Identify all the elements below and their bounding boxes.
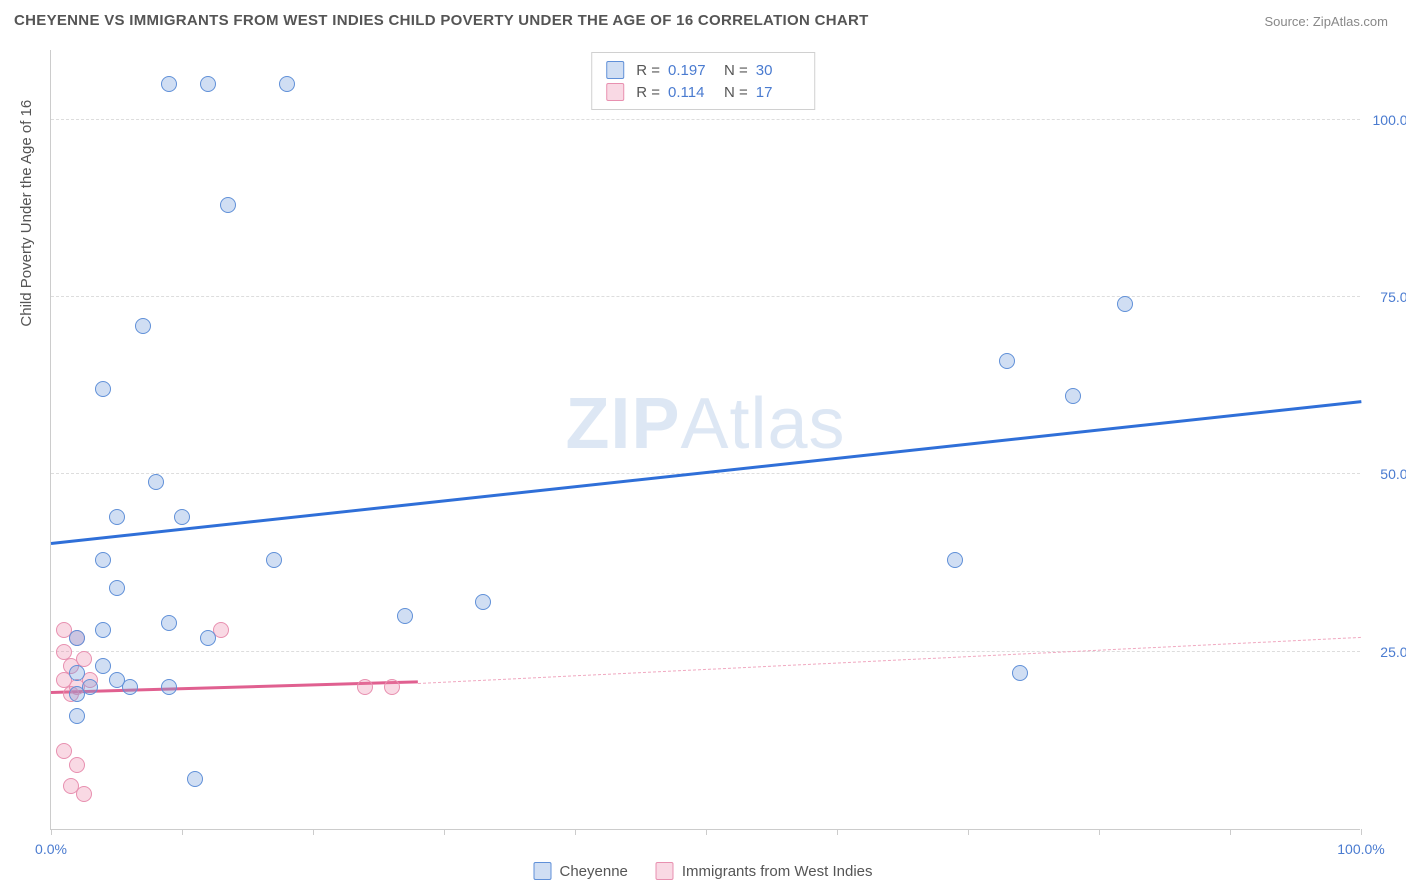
data-point	[1117, 296, 1133, 312]
chart-title: CHEYENNE VS IMMIGRANTS FROM WEST INDIES …	[14, 12, 869, 29]
data-point	[947, 552, 963, 568]
x-tick	[444, 829, 445, 835]
watermark-zip: ZIP	[565, 384, 680, 464]
gridline	[51, 119, 1360, 120]
x-tick	[1230, 829, 1231, 835]
x-tick	[968, 829, 969, 835]
correlation-legend: R = 0.197 N = 30 R = 0.114 N = 17	[591, 52, 815, 110]
correlation-row-blue: R = 0.197 N = 30	[606, 59, 800, 81]
correlation-row-pink: R = 0.114 N = 17	[606, 81, 800, 103]
data-point	[161, 679, 177, 695]
data-point	[76, 786, 92, 802]
data-point	[200, 630, 216, 646]
source-prefix: Source:	[1264, 14, 1312, 29]
n-label: N =	[724, 62, 748, 79]
x-tick	[182, 829, 183, 835]
legend-label-blue: Cheyenne	[560, 863, 628, 880]
data-point	[279, 76, 295, 92]
x-tick-label: 0.0%	[35, 841, 67, 857]
data-point	[397, 608, 413, 624]
n-value-pink: 17	[756, 84, 800, 101]
data-point	[135, 318, 151, 334]
y-tick-label: 100.0%	[1373, 112, 1406, 128]
x-tick	[706, 829, 707, 835]
data-point	[200, 76, 216, 92]
trend-line	[418, 637, 1361, 684]
plot-area: ZIPAtlas 25.0%50.0%75.0%100.0%0.0%100.0%	[50, 50, 1360, 830]
data-point	[357, 679, 373, 695]
data-point	[109, 580, 125, 596]
legend-item-blue: Cheyenne	[534, 862, 628, 880]
series-legend: Cheyenne Immigrants from West Indies	[534, 862, 873, 880]
y-tick-label: 75.0%	[1380, 289, 1406, 305]
x-tick	[1099, 829, 1100, 835]
swatch-pink-icon	[606, 83, 624, 101]
y-tick-label: 25.0%	[1380, 644, 1406, 660]
data-point	[384, 679, 400, 695]
gridline	[51, 296, 1360, 297]
data-point	[266, 552, 282, 568]
data-point	[1012, 665, 1028, 681]
y-tick-label: 50.0%	[1380, 466, 1406, 482]
r-value-blue: 0.197	[668, 62, 712, 79]
data-point	[109, 509, 125, 525]
data-point	[69, 665, 85, 681]
data-point	[95, 622, 111, 638]
swatch-blue-icon	[606, 61, 624, 79]
x-tick	[575, 829, 576, 835]
source-link[interactable]: ZipAtlas.com	[1313, 14, 1388, 29]
swatch-blue-icon	[534, 862, 552, 880]
data-point	[220, 197, 236, 213]
data-point	[69, 757, 85, 773]
r-label: R =	[636, 62, 660, 79]
data-point	[148, 474, 164, 490]
x-tick	[1361, 829, 1362, 835]
chart-container: CHEYENNE VS IMMIGRANTS FROM WEST INDIES …	[0, 0, 1406, 892]
source-attribution: Source: ZipAtlas.com	[1264, 14, 1388, 29]
data-point	[95, 381, 111, 397]
r-label: R =	[636, 84, 660, 101]
data-point	[161, 615, 177, 631]
watermark: ZIPAtlas	[565, 383, 845, 465]
watermark-atlas: Atlas	[680, 384, 845, 464]
data-point	[95, 658, 111, 674]
data-point	[56, 743, 72, 759]
x-tick-label: 100.0%	[1337, 841, 1384, 857]
x-tick	[51, 829, 52, 835]
data-point	[109, 672, 125, 688]
x-tick	[313, 829, 314, 835]
data-point	[1065, 388, 1081, 404]
legend-label-pink: Immigrants from West Indies	[682, 863, 873, 880]
legend-item-pink: Immigrants from West Indies	[656, 862, 873, 880]
data-point	[69, 708, 85, 724]
data-point	[95, 552, 111, 568]
y-axis-title: Child Poverty Under the Age of 16	[18, 100, 35, 327]
data-point	[187, 771, 203, 787]
data-point	[999, 353, 1015, 369]
n-value-blue: 30	[756, 62, 800, 79]
data-point	[174, 509, 190, 525]
gridline	[51, 651, 1360, 652]
data-point	[161, 76, 177, 92]
x-tick	[837, 829, 838, 835]
n-label: N =	[724, 84, 748, 101]
swatch-pink-icon	[656, 862, 674, 880]
data-point	[69, 630, 85, 646]
data-point	[69, 686, 85, 702]
data-point	[475, 594, 491, 610]
r-value-pink: 0.114	[668, 84, 712, 101]
